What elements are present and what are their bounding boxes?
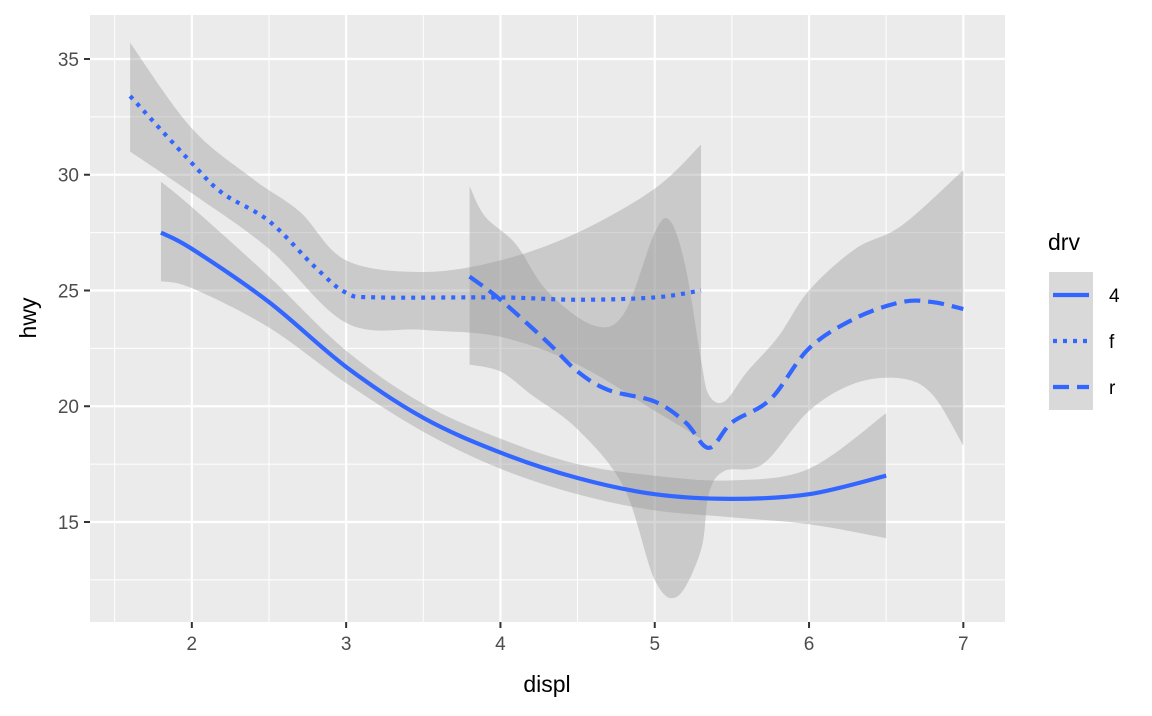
series-line-r <box>468 274 964 451</box>
series-lines <box>128 94 964 501</box>
legend-label-r: r <box>1109 378 1116 399</box>
x-axis-title: displ <box>523 671 570 697</box>
y-tick-label: 30 <box>58 166 79 187</box>
x-tick-label: 2 <box>187 634 198 655</box>
x-tick-label: 6 <box>804 634 815 655</box>
x-tick-label: 3 <box>341 634 352 655</box>
legend-label-f: f <box>1109 332 1115 353</box>
series-line-4 <box>160 230 887 501</box>
gridlines <box>90 15 1005 622</box>
y-axis-title: hwy <box>15 297 41 338</box>
series-line-f <box>128 94 702 302</box>
x-tick-label: 5 <box>649 634 660 655</box>
confidence-bands <box>130 42 964 599</box>
legend: drv 4 f r <box>1048 229 1120 410</box>
panel-background <box>90 15 1005 622</box>
x-tick-label: 7 <box>958 634 969 655</box>
legend-title: drv <box>1048 229 1080 255</box>
confidence-band-r <box>469 170 964 599</box>
x-tick-label: 4 <box>495 634 506 655</box>
y-tick-label: 35 <box>58 50 79 71</box>
confidence-band-f <box>130 42 702 439</box>
axes: 2 3 4 5 6 7 15 20 25 30 35 <box>58 50 969 655</box>
y-tick-label: 20 <box>58 397 79 418</box>
legend-label-4: 4 <box>1109 286 1120 307</box>
confidence-band-4 <box>160 181 887 539</box>
y-tick-label: 15 <box>58 513 79 534</box>
y-tick-label: 25 <box>58 281 79 302</box>
